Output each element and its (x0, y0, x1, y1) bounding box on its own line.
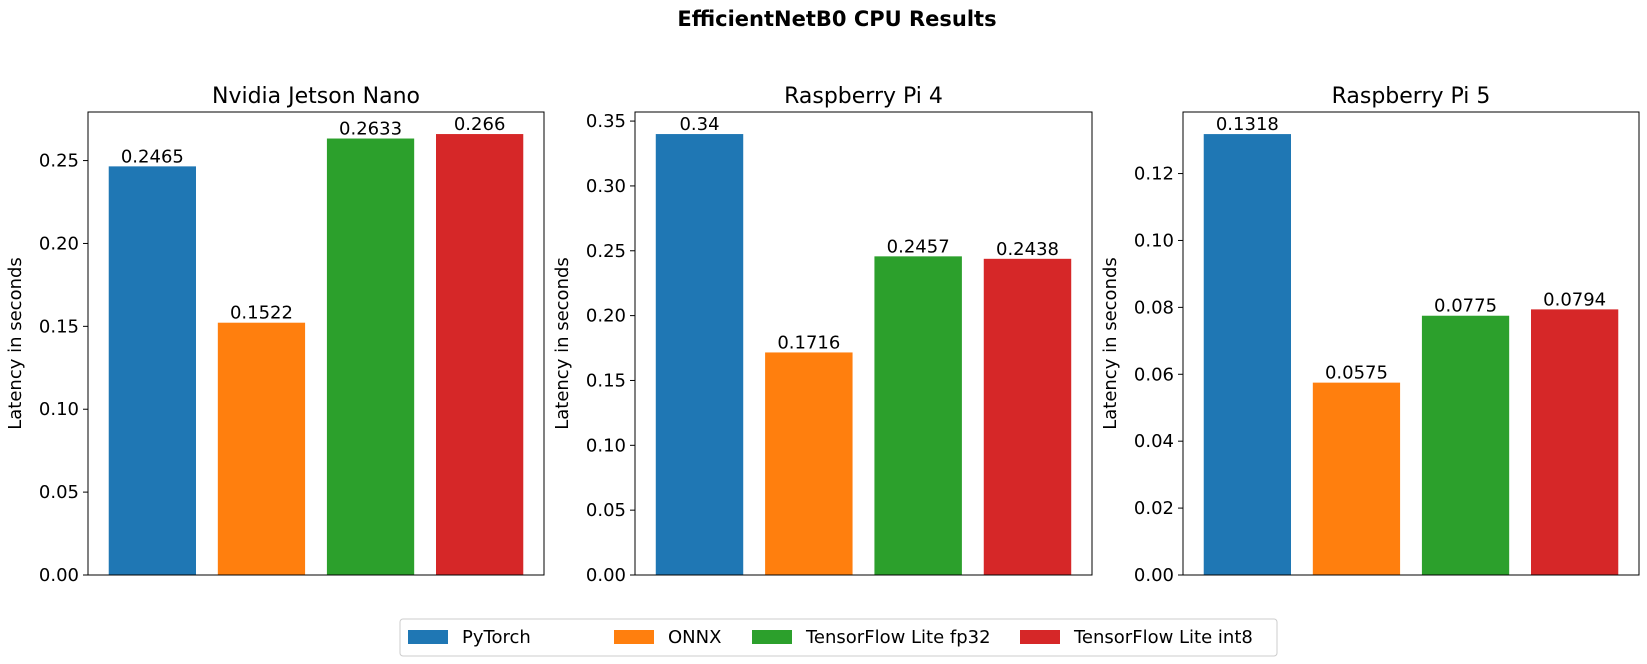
bar-value-label: 0.266 (454, 114, 506, 135)
legend-entry: TensorFlow Lite int8 (1020, 627, 1253, 648)
chart-3: 0.1318 0.0575 0.0775 0.0794 0.00 0.02 0.04 0.06… (1100, 84, 1640, 586)
y-tick-label: 0.30 (586, 176, 626, 197)
legend-label: TensorFlow Lite fp32 (805, 627, 991, 648)
bar-tensorflow-lite-int8 (436, 134, 524, 576)
y-tick-label: 0.10 (1134, 230, 1174, 251)
legend-label: PyTorch (462, 627, 531, 648)
bar-tensorflow-lite-int8 (1531, 309, 1619, 575)
bar-tensorflow-lite-fp32 (326, 138, 415, 575)
subplot-title: Raspberry Pi 5 (1332, 84, 1491, 109)
bar-value-label: 0.1522 (230, 303, 293, 324)
legend-swatch (614, 630, 654, 644)
bar-onnx (217, 322, 306, 575)
bar-value-label: 0.0775 (1434, 296, 1497, 317)
y-tick-label: 0.00 (586, 565, 626, 586)
bar-pytorch (108, 166, 196, 575)
bar-pytorch (1203, 134, 1291, 575)
y-tick-label: 0.15 (586, 370, 626, 391)
y-tick-label: 0.25 (39, 151, 79, 172)
bar-tensorflow-lite-int8 (983, 258, 1072, 575)
bar-value-label: 0.0794 (1543, 289, 1606, 310)
y-axis-label: Latency in seconds (5, 257, 26, 430)
y-tick-label: 0.35 (586, 111, 626, 132)
y-tick-label: 0.25 (586, 241, 626, 262)
y-axis-label: Latency in seconds (1100, 257, 1121, 430)
bar-pytorch (655, 134, 744, 576)
bar-onnx (765, 352, 853, 575)
subplot-title: Raspberry Pi 4 (784, 84, 943, 109)
y-tick-label: 0.05 (39, 482, 79, 503)
axes-frame (634, 111, 1093, 576)
y-tick-label: 0.00 (39, 565, 79, 586)
y-tick-label: 0.20 (39, 233, 79, 254)
axes-frame (87, 111, 545, 576)
legend-swatch (1020, 630, 1060, 644)
bar-onnx (1312, 382, 1401, 575)
y-tick-label: 0.10 (39, 399, 79, 420)
bar-value-label: 0.34 (679, 114, 719, 135)
figure-title: EfficientNetB0 CPU Results (677, 7, 996, 31)
subplot-title: Nvidia Jetson Nano (212, 84, 420, 109)
legend-entry: TensorFlow Lite fp32 (752, 627, 991, 648)
legend-label: ONNX (668, 627, 721, 648)
y-tick-label: 0.05 (586, 500, 626, 521)
legend-entry: PyTorch (408, 627, 531, 648)
bar-value-label: 0.2633 (339, 119, 402, 140)
bar-value-label: 0.0575 (1325, 363, 1388, 384)
bar-value-label: 0.1318 (1216, 114, 1279, 135)
legend-entry: ONNX (614, 627, 721, 648)
legend-swatch (408, 630, 448, 644)
legend-label: TensorFlow Lite int8 (1073, 627, 1253, 648)
y-tick-label: 0.20 (586, 306, 626, 327)
chart-2: 0.34 0.1716 0.2457 0.2438 0.00 0.05 0.10 0.15 0.… (552, 84, 1093, 586)
y-tick-label: 0.15 (39, 316, 79, 337)
bar-value-label: 0.1716 (777, 332, 840, 353)
legend: PyTorch ONNX TensorFlow Lite fp32 TensorFlo… (399, 618, 1278, 657)
y-tick-label: 0.02 (1134, 498, 1174, 519)
y-tick-label: 0.12 (1134, 164, 1174, 185)
y-tick-label: 0.10 (586, 435, 626, 456)
y-tick-label: 0.06 (1134, 364, 1174, 385)
bar-value-label: 0.2438 (996, 239, 1059, 260)
y-axis-label: Latency in seconds (552, 257, 573, 430)
y-tick-label: 0.04 (1134, 431, 1174, 452)
y-tick-label: 0.08 (1134, 297, 1174, 318)
bar-tensorflow-lite-fp32 (874, 256, 962, 575)
bar-value-label: 0.2465 (121, 146, 184, 167)
legend-swatch (752, 630, 792, 644)
bar-value-label: 0.2457 (887, 236, 950, 257)
chart-1: 0.2465 0.1522 0.2633 0.266 0.00 0.05 0.10 0.15 0… (5, 84, 545, 586)
y-tick-label: 0.00 (1134, 565, 1174, 586)
bar-tensorflow-lite-fp32 (1421, 315, 1510, 575)
legend-frame (399, 618, 1278, 657)
axes-frame (1182, 111, 1640, 576)
